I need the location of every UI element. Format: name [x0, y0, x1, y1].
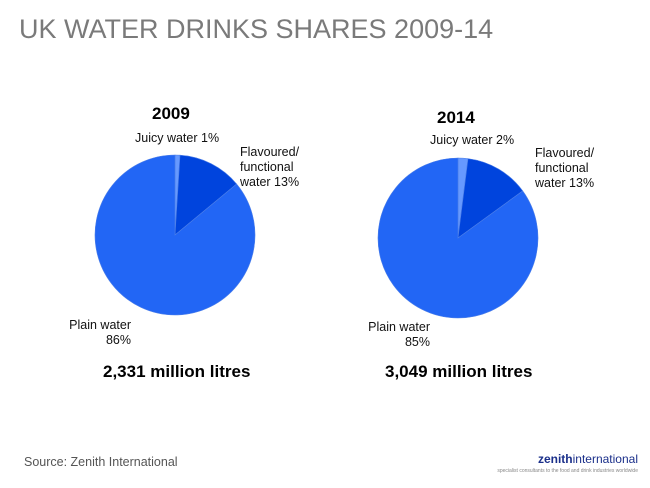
label-flavoured: Flavoured/ functional water 13%: [535, 146, 595, 190]
label-plain: Plain water 85%: [368, 320, 430, 349]
pie-2009: [94, 154, 256, 316]
slide-title: UK WATER DRINKS SHARES 2009-14: [19, 14, 494, 44]
chart-total: 3,049 million litres: [385, 362, 533, 381]
label-plain: Plain water 86%: [69, 318, 131, 347]
logo-tagline: specialist consultants to the food and d…: [497, 468, 638, 474]
pie-2014: [377, 157, 539, 319]
slice-flavoured: [174, 154, 238, 236]
slice-flavoured: [457, 158, 524, 239]
label-juicy: Juicy water 2%: [430, 133, 515, 147]
source-note: Source: Zenith International: [24, 455, 178, 469]
chart-year: 2014: [437, 108, 475, 127]
slice-plain: [94, 154, 256, 316]
zenith-logo: zenithinternational specialist consultan…: [497, 452, 638, 474]
label-flavoured: Flavoured/ functional water 13%: [240, 145, 300, 189]
chart-year: 2009: [152, 104, 190, 123]
label-juicy: Juicy water 1%: [135, 131, 220, 145]
slice-plain: [377, 157, 539, 319]
chart-total: 2,331 million litres: [103, 362, 251, 381]
